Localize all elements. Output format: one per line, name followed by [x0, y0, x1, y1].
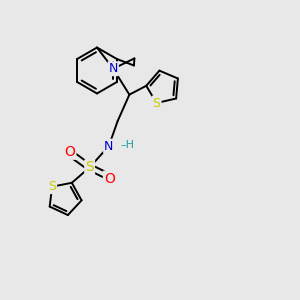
- Text: –H: –H: [120, 140, 134, 150]
- Text: S: S: [85, 160, 94, 174]
- Text: N: N: [104, 140, 113, 153]
- Text: S: S: [153, 97, 160, 110]
- Text: O: O: [104, 172, 115, 186]
- Text: N: N: [109, 62, 118, 75]
- Text: O: O: [64, 145, 75, 159]
- Text: S: S: [48, 180, 56, 193]
